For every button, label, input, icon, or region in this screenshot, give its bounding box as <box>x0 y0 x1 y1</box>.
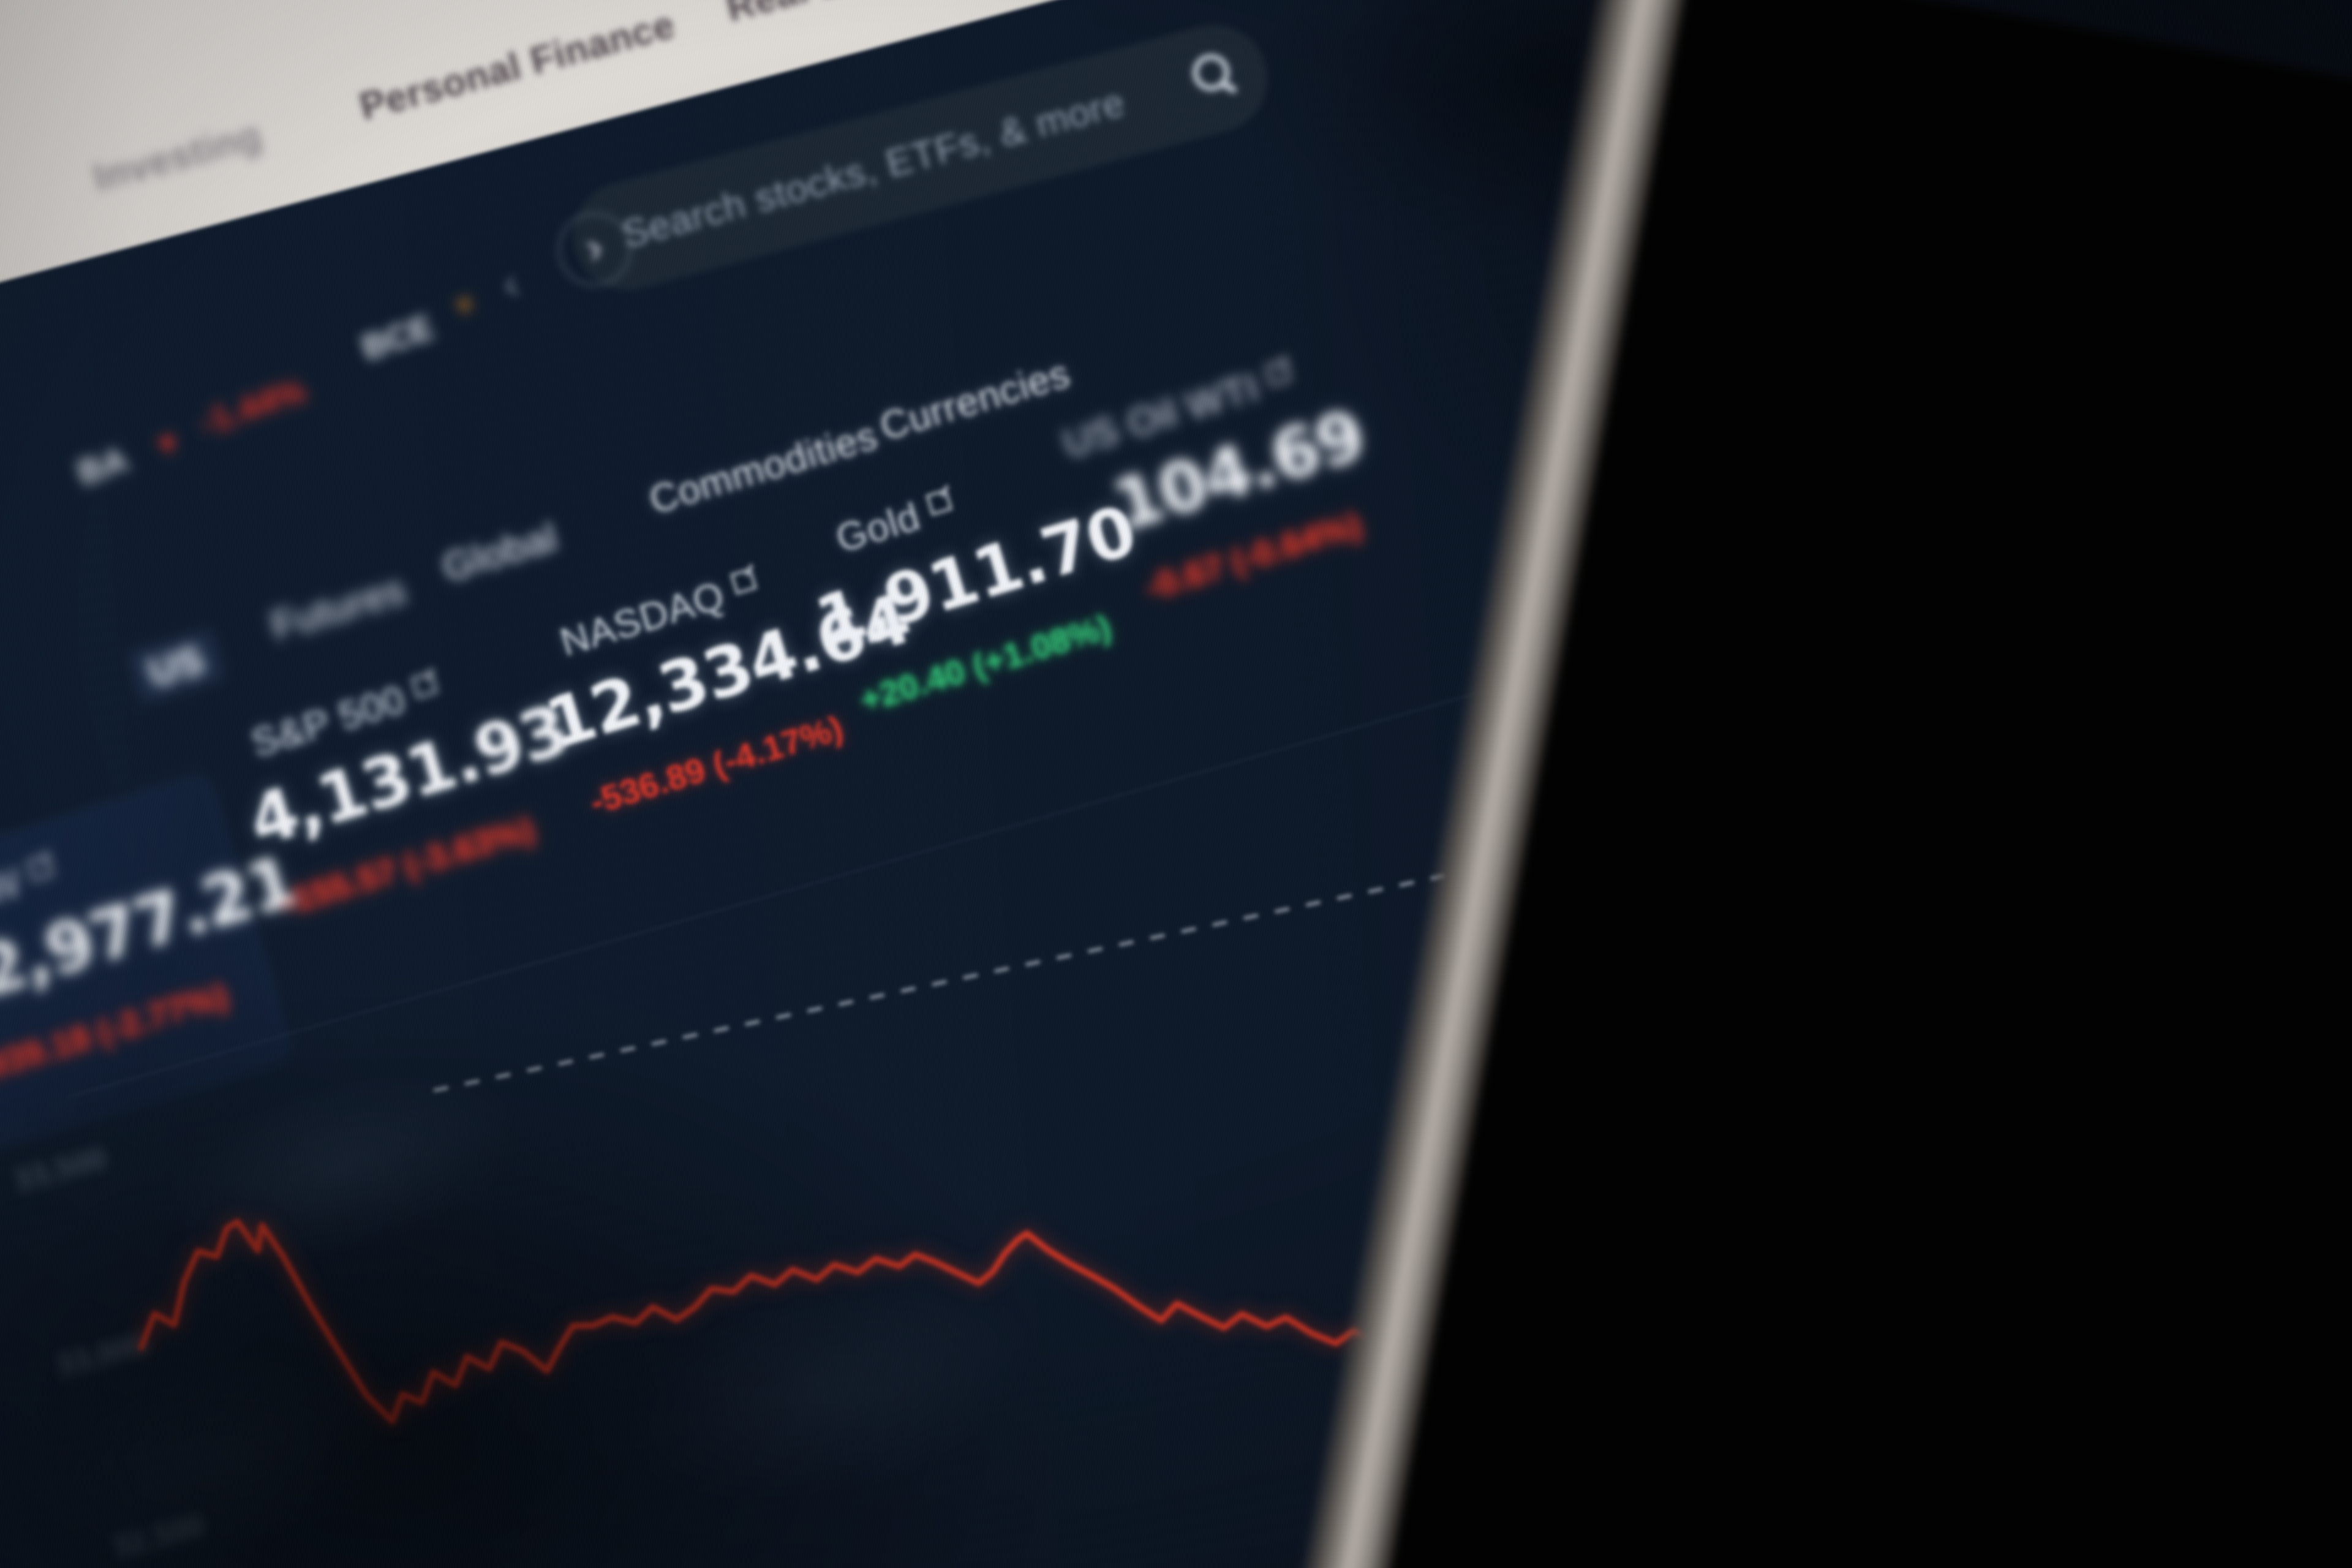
ticker-symbol[interactable]: BA <box>72 439 132 492</box>
chevron-left-icon[interactable]: ‹ <box>496 258 526 310</box>
ticker-symbol[interactable]: BCE <box>356 307 438 368</box>
nav-item-personal-finance[interactable]: Personal Finance <box>355 3 680 129</box>
tab-commodities[interactable]: Commodities <box>644 413 883 522</box>
index-name: Gold <box>831 494 925 561</box>
external-link-icon <box>26 854 55 882</box>
down-triangle-icon: ▼ <box>448 288 481 323</box>
external-link-icon <box>729 567 758 595</box>
index-card-dow[interactable]: DOW 32,977.21 -939.18 (-2.77%) <box>0 773 306 1169</box>
nav-item-investing[interactable]: Investing <box>89 114 266 200</box>
tab-futures[interactable]: Futures <box>266 567 411 649</box>
index-card-sp500[interactable]: S&P 500 4,131.93 -155.57 (-3.63%) <box>223 647 578 993</box>
ticker-change: -1.44% <box>195 370 311 443</box>
external-link-icon <box>1264 359 1292 387</box>
down-triangle-icon: ▼ <box>149 424 186 464</box>
external-link-icon <box>925 488 953 516</box>
tab-us[interactable]: US <box>127 628 226 704</box>
tab-global[interactable]: Global <box>437 514 562 590</box>
external-link-icon <box>410 671 439 699</box>
search-icon[interactable] <box>1189 50 1234 95</box>
nav-item-real-estate[interactable]: Real Estate <box>722 0 938 31</box>
